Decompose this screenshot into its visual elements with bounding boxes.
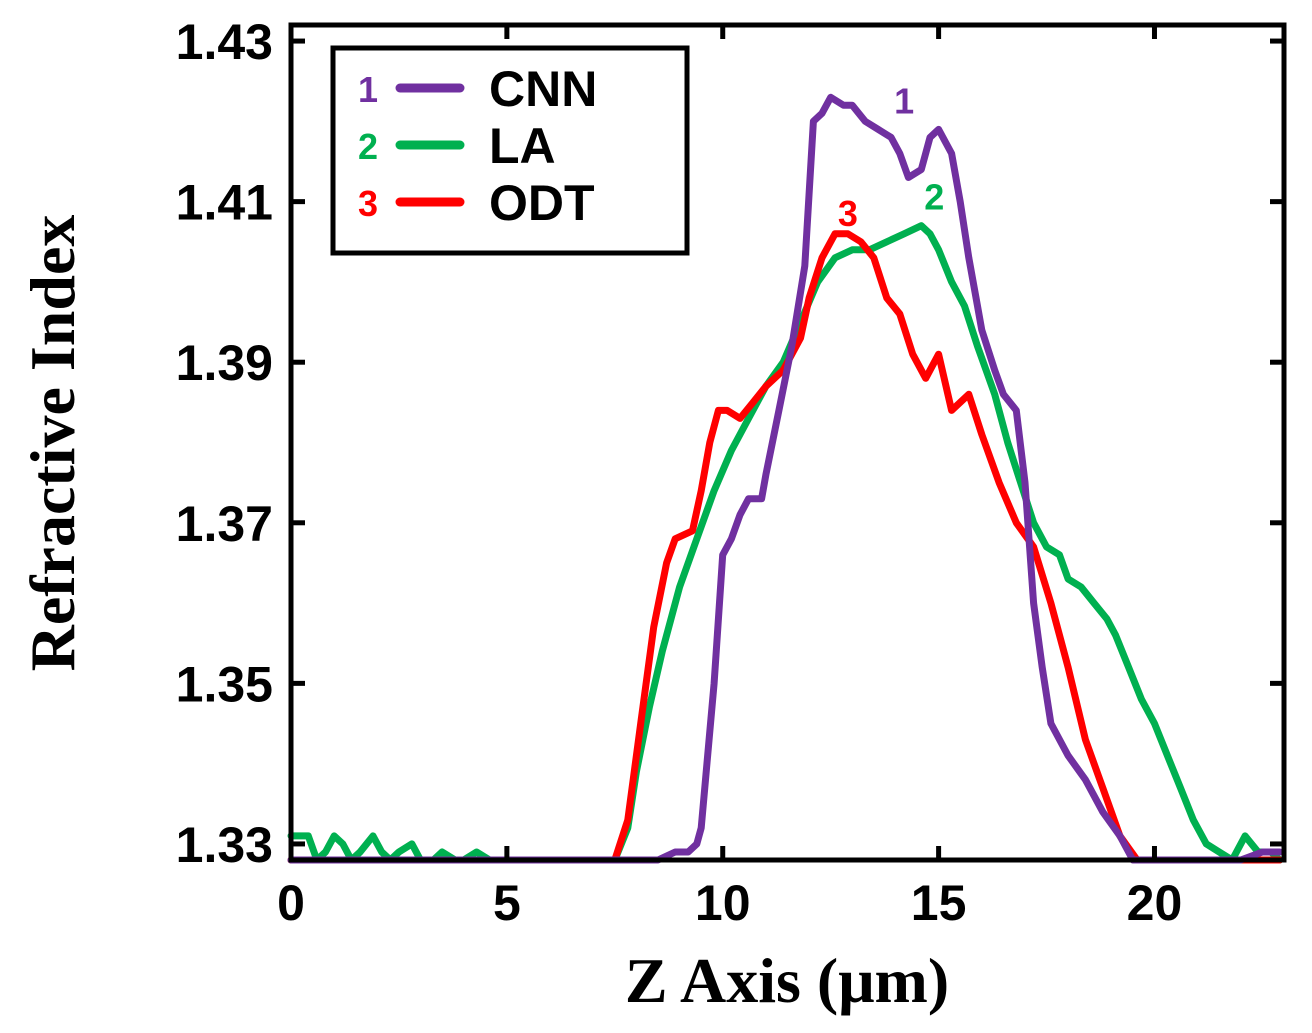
x-axis-title: Z Axis (μm)	[625, 945, 949, 1016]
y-tick-label: 1.41	[176, 175, 273, 231]
axis-ticks	[288, 25, 1284, 860]
series-number-labels: 1 2 3	[838, 80, 944, 234]
legend-label: ODT	[489, 175, 595, 231]
legend-number: 3	[358, 183, 378, 224]
x-tick-label: 15	[911, 875, 967, 931]
x-tick-label: 0	[277, 875, 305, 931]
y-tick-label: 1.35	[176, 656, 273, 712]
series-number-label-odt: 3	[838, 193, 858, 234]
x-tick-label: 20	[1127, 875, 1183, 931]
legend: 1 CNN 2 LA 3 ODT	[330, 45, 690, 256]
series-layer	[287, 93, 1284, 864]
y-tick-label: 1.43	[176, 14, 273, 70]
legend-entry-la: 2 LA	[358, 118, 556, 174]
legend-label: CNN	[489, 61, 597, 117]
x-tick-label: 10	[695, 875, 751, 931]
x-tick-label: 5	[493, 875, 521, 931]
series-line-odt	[287, 230, 1284, 864]
series-number-label-cnn: 1	[894, 80, 914, 121]
series-line-cnn	[287, 93, 1284, 864]
legend-entry-odt: 3 ODT	[358, 175, 595, 231]
y-tick-label: 1.33	[176, 817, 273, 873]
series-line-la	[287, 222, 1284, 864]
legend-number: 2	[358, 126, 378, 167]
y-tick-label: 1.37	[176, 496, 273, 552]
axis-tick-labels: 0 5 10 15 20 1.33 1.35 1.37 1.39 1.41 1.43	[176, 14, 1183, 931]
legend-number: 1	[358, 69, 378, 110]
legend-label: LA	[489, 118, 556, 174]
y-tick-label: 1.39	[176, 335, 273, 391]
legend-entry-cnn: 1 CNN	[358, 61, 597, 117]
legend-entries: 1 CNN 2 LA 3 ODT	[358, 61, 597, 231]
plot-frame	[288, 22, 1287, 863]
series-number-label-la: 2	[924, 177, 944, 218]
legend-box	[330, 45, 690, 256]
y-axis-title: Refractive Index	[17, 215, 88, 672]
